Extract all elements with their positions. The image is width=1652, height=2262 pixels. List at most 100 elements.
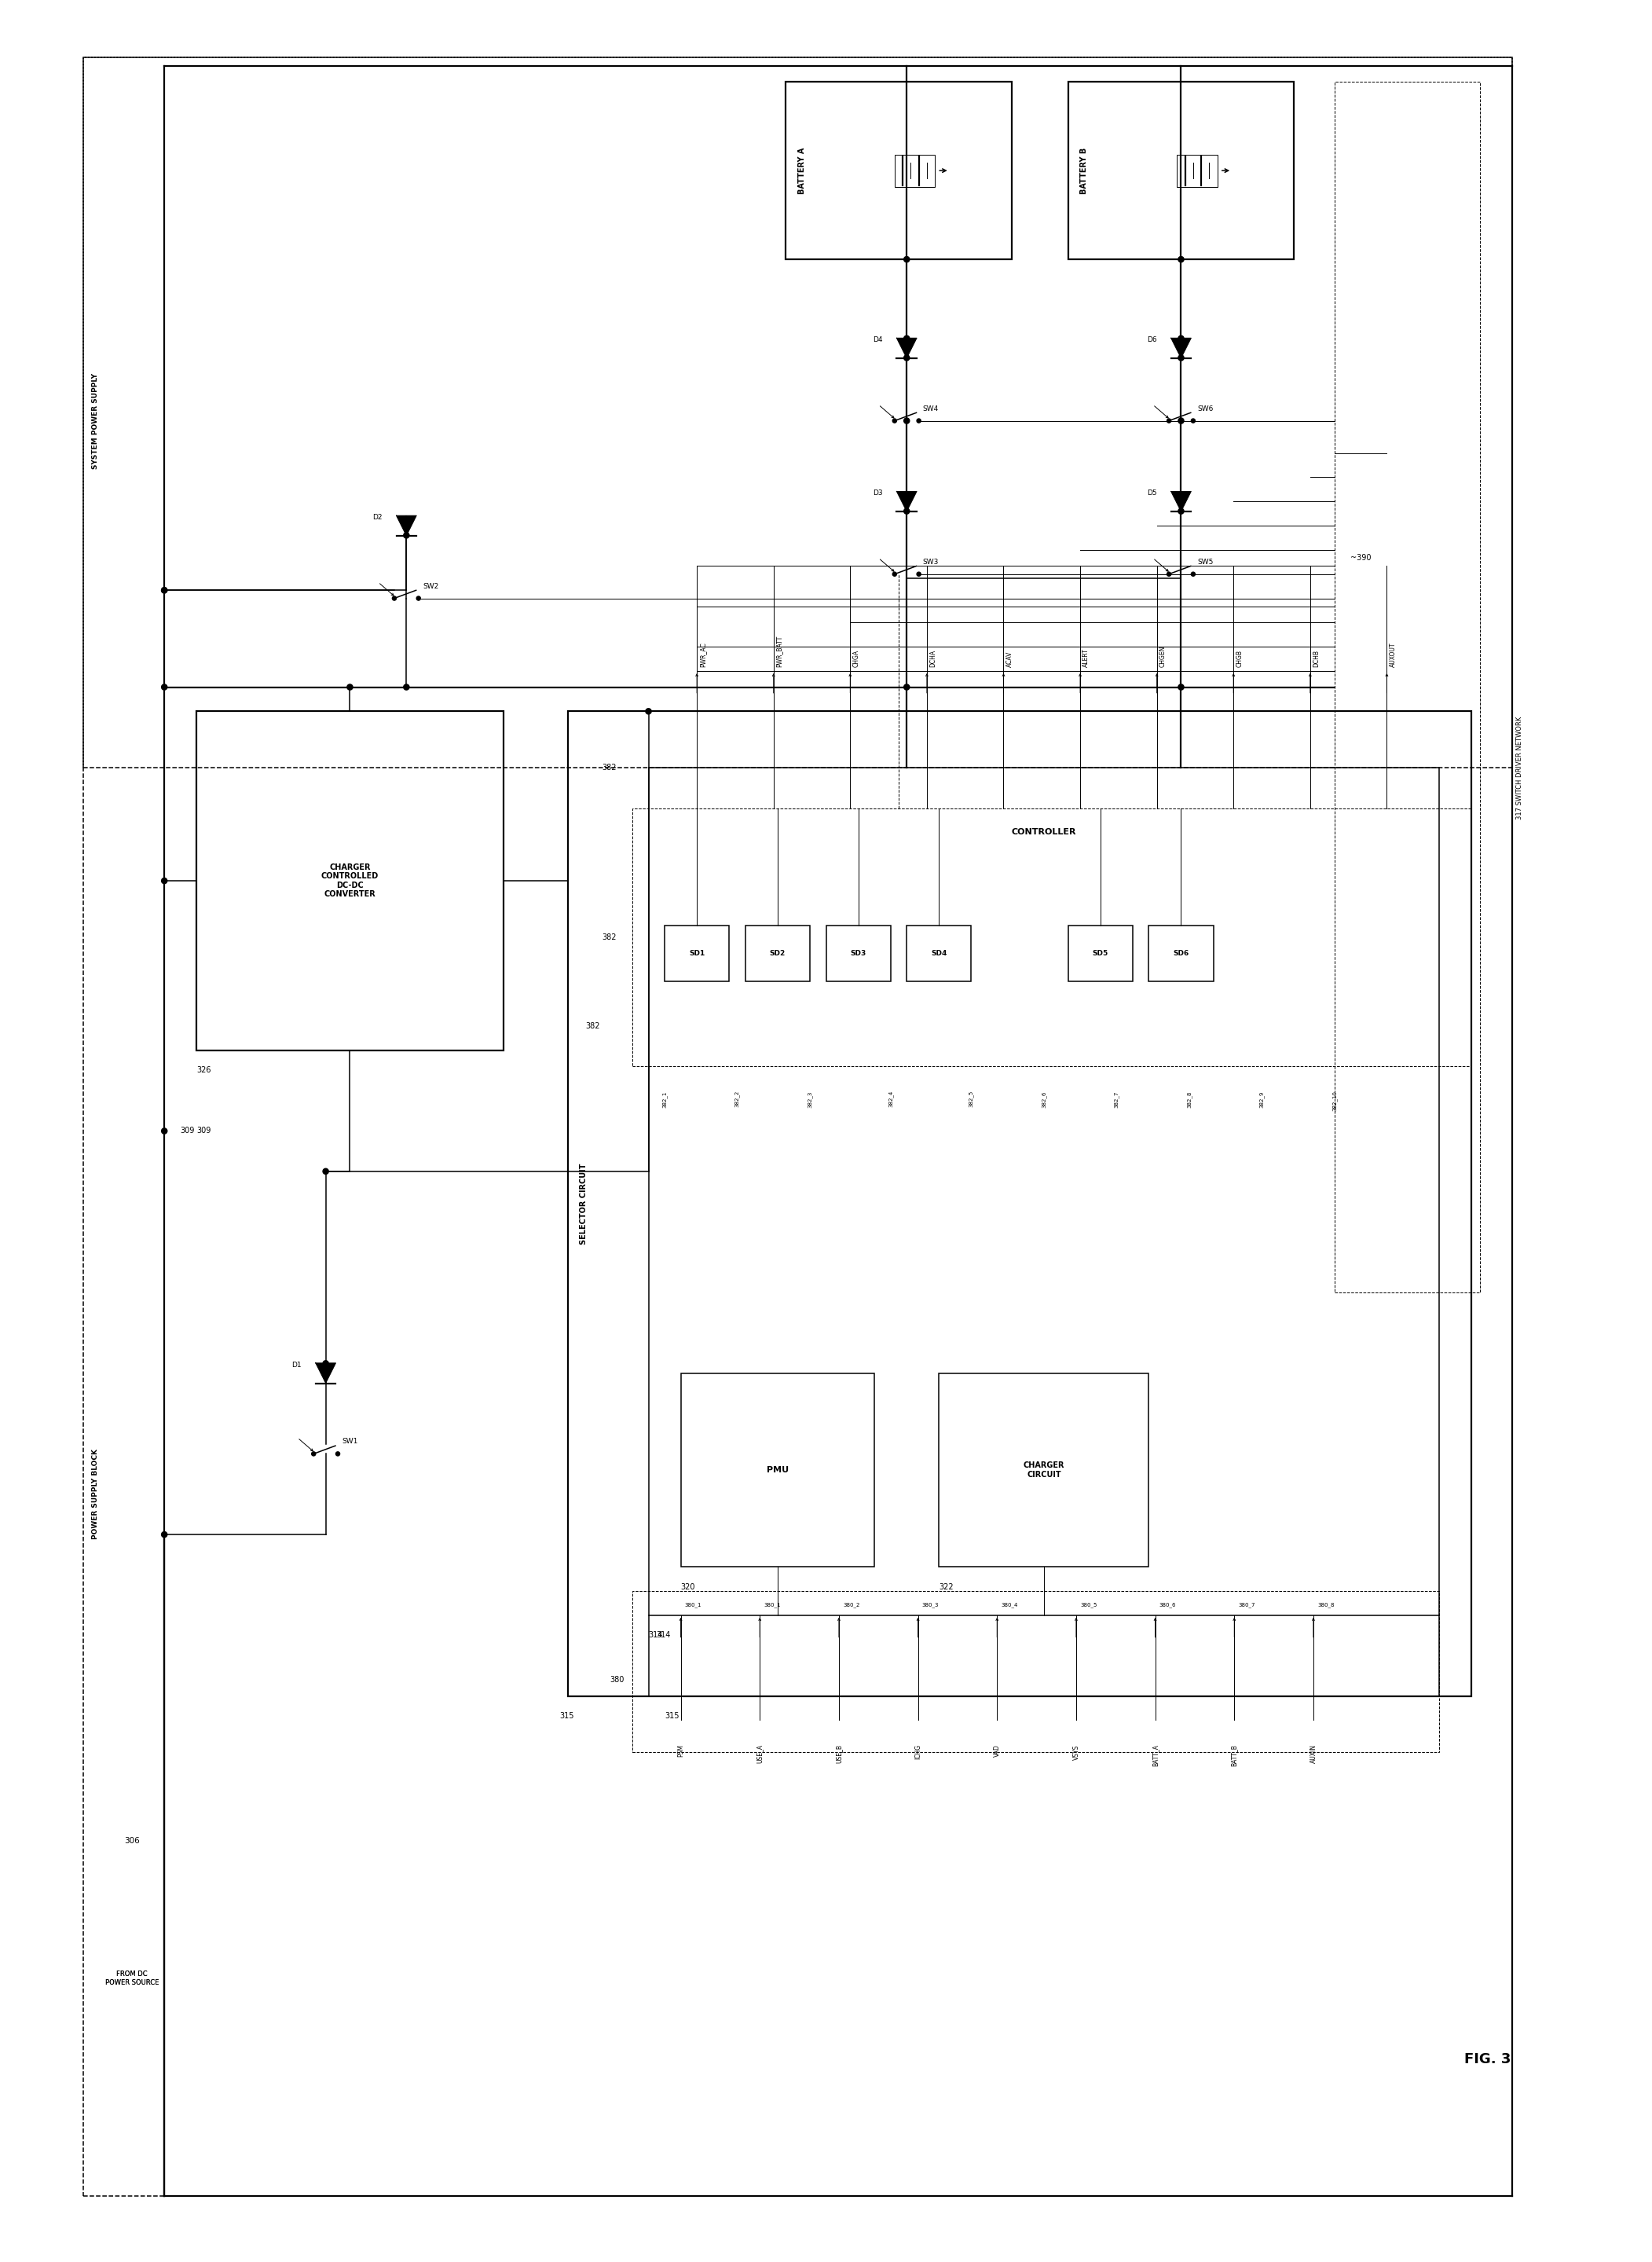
Text: SD3: SD3 [851,950,866,957]
Bar [745,925,809,982]
Text: SW4: SW4 [923,405,938,412]
Text: 315: 315 [664,1712,679,1719]
Text: 320: 320 [681,1583,695,1590]
Bar [681,1373,874,1568]
Text: SW1: SW1 [342,1439,358,1445]
Text: D5: D5 [1146,491,1156,498]
Text: 315: 315 [560,1712,575,1719]
Text: VSYS: VSYS [1072,1744,1080,1760]
Text: 380_1: 380_1 [763,1601,781,1608]
Circle shape [162,685,167,690]
Text: SD1: SD1 [689,950,705,957]
Circle shape [917,418,920,423]
Text: ~390: ~390 [1350,554,1371,561]
Text: 309: 309 [180,1126,195,1136]
Circle shape [392,597,396,599]
Text: 322: 322 [938,1583,953,1590]
Polygon shape [1171,337,1191,357]
Text: PSM: PSM [677,1744,684,1758]
Text: 306: 306 [124,1837,139,1846]
Text: CHGB: CHGB [1236,649,1242,667]
Circle shape [416,597,421,599]
Polygon shape [897,337,917,357]
Bar [568,710,1472,1696]
Text: SW3: SW3 [923,559,938,566]
Text: PMU: PMU [767,1466,788,1475]
Text: 382_10: 382_10 [1332,1090,1336,1111]
Text: 382_3: 382_3 [808,1090,813,1108]
Circle shape [1178,685,1184,690]
Text: SW2: SW2 [423,584,438,590]
Polygon shape [396,516,416,536]
Text: 314: 314 [649,1631,662,1640]
Bar [84,57,1512,767]
Circle shape [403,532,410,538]
Text: D3: D3 [872,491,882,498]
Text: 382_8: 382_8 [1186,1090,1191,1108]
Circle shape [892,418,897,423]
Text: 326: 326 [197,1065,211,1074]
Circle shape [162,878,167,884]
Polygon shape [897,491,917,511]
Circle shape [1178,418,1184,423]
Text: ICHG: ICHG [915,1744,922,1760]
Text: SW6: SW6 [1198,405,1213,412]
Bar [649,767,1439,1615]
Text: 382_1: 382_1 [662,1090,667,1108]
Circle shape [917,572,920,577]
Bar [1148,925,1213,982]
Text: 382_2: 382_2 [735,1090,740,1108]
Text: ALERT: ALERT [1082,649,1090,667]
Circle shape [1178,335,1184,342]
Text: POWER SUPPLY BLOCK: POWER SUPPLY BLOCK [93,1450,99,1540]
Text: 382: 382 [585,1022,600,1029]
Circle shape [646,708,651,715]
Circle shape [1166,418,1171,423]
Text: BATTERY B: BATTERY B [1080,147,1089,195]
Text: SD2: SD2 [770,950,786,957]
Bar [633,808,1472,1065]
Text: AUXIN: AUXIN [1310,1744,1317,1764]
Circle shape [322,1362,329,1366]
Text: DCHA: DCHA [930,649,937,667]
Text: ACAV: ACAV [1006,651,1013,667]
Text: DCHB: DCHB [1313,649,1320,667]
Text: 380_6: 380_6 [1160,1601,1176,1608]
Circle shape [1191,572,1194,577]
Text: CHGEN: CHGEN [1160,645,1166,667]
Text: 382_5: 382_5 [968,1090,975,1108]
Circle shape [347,685,354,690]
Text: 314: 314 [656,1631,671,1640]
Text: 380_5: 380_5 [1080,1601,1097,1608]
Text: USE_B: USE_B [836,1744,843,1764]
Text: AUXOUT: AUXOUT [1389,642,1396,667]
Text: 317 SWITCH DRIVER NETWORK: 317 SWITCH DRIVER NETWORK [1517,717,1523,819]
Circle shape [904,685,910,690]
Text: SD6: SD6 [1173,950,1189,957]
Bar [826,925,890,982]
Text: D4: D4 [872,337,882,344]
Text: 380_7: 380_7 [1239,1601,1256,1608]
Text: 382_9: 382_9 [1259,1090,1264,1108]
Circle shape [1178,509,1184,513]
Polygon shape [1171,491,1191,511]
Text: CHARGER
CONTROLLED
DC-DC
CONVERTER: CHARGER CONTROLLED DC-DC CONVERTER [320,864,378,898]
Text: D1: D1 [292,1362,302,1369]
Text: SYSTEM POWER SUPPLY: SYSTEM POWER SUPPLY [93,373,99,468]
Text: SD5: SD5 [1092,950,1108,957]
Bar [938,1373,1148,1568]
Circle shape [162,588,167,593]
Circle shape [1178,355,1184,360]
Text: 380_8: 380_8 [1317,1601,1335,1608]
Circle shape [162,1129,167,1133]
Bar [786,81,1011,260]
Bar [1335,81,1480,1292]
Text: 380_4: 380_4 [1001,1601,1018,1608]
Circle shape [403,685,410,690]
Circle shape [904,418,910,423]
Bar [1069,81,1294,260]
Text: PWR_AC: PWR_AC [699,642,707,667]
Text: 380_2: 380_2 [843,1601,859,1608]
Text: FROM DC
POWER SOURCE: FROM DC POWER SOURCE [106,1970,159,1986]
Circle shape [892,572,897,577]
